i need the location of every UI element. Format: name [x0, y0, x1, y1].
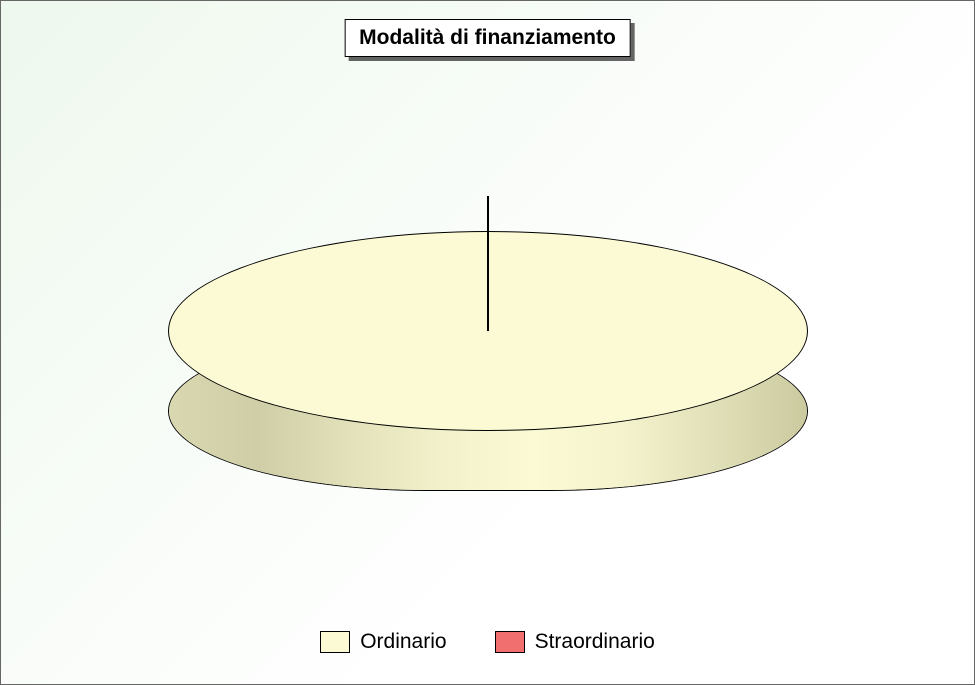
legend-item-straordinario: Straordinario	[495, 630, 655, 654]
pie-needle	[487, 196, 489, 331]
legend-label: Straordinario	[535, 630, 655, 654]
chart-title: Modalità di finanziamento	[344, 19, 631, 57]
legend-label: Ordinario	[360, 630, 446, 654]
pie-3d	[168, 231, 808, 491]
legend: Ordinario Straordinario	[1, 630, 974, 654]
legend-swatch-straordinario	[495, 631, 525, 653]
legend-item-ordinario: Ordinario	[320, 630, 446, 654]
chart-container: Modalità di finanziamento Ordinario Stra…	[0, 0, 975, 685]
legend-swatch-ordinario	[320, 631, 350, 653]
